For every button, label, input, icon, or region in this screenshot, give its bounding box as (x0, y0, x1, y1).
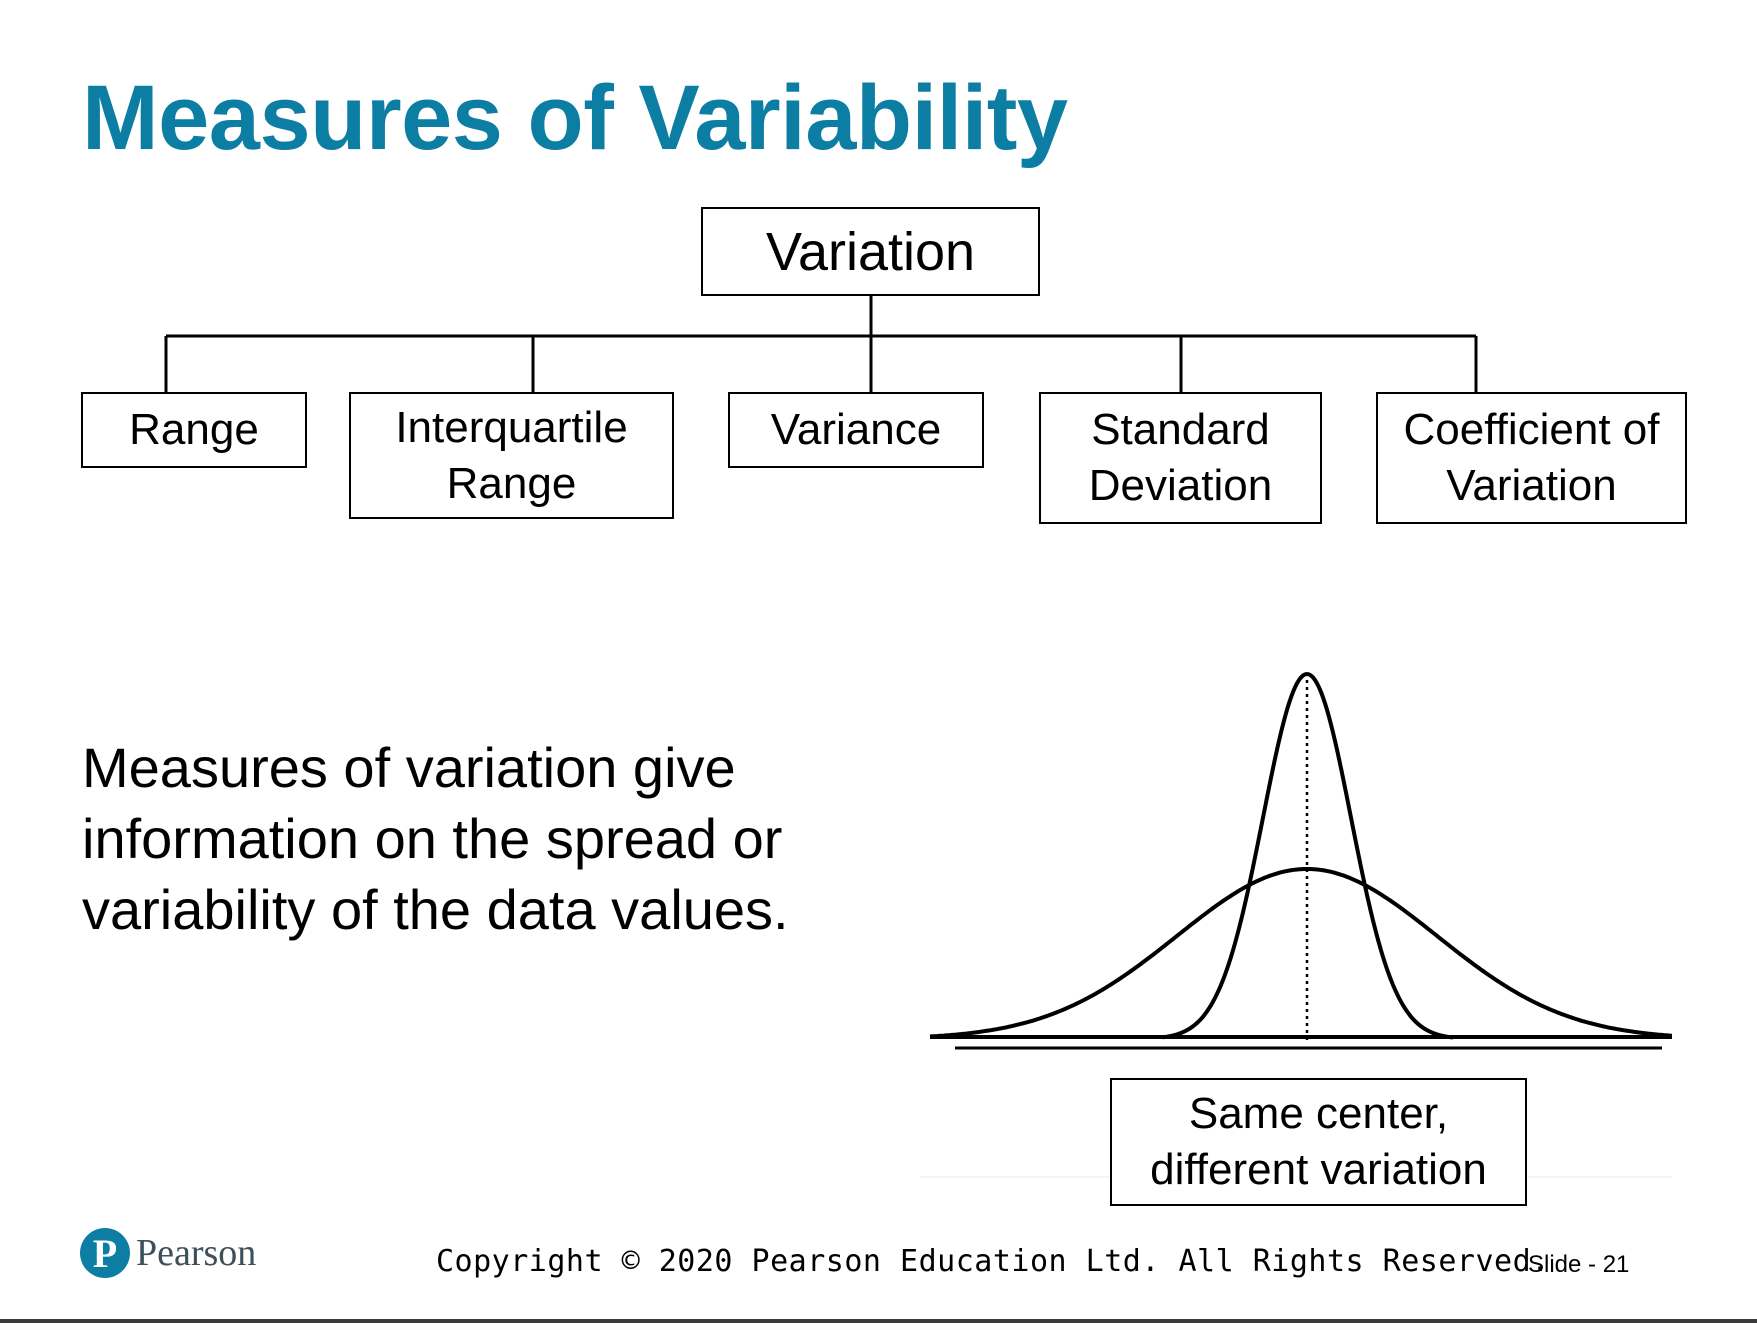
wide-bell-curve (929, 867, 1673, 1039)
caption-line-2: different variation (1150, 1145, 1487, 1194)
pearson-p-icon: P (80, 1228, 130, 1278)
diagram-node-coefficient-of-variation: Coefficient of Variation (1376, 392, 1687, 524)
node-label-line-2: Variation (1446, 461, 1617, 510)
logo-text: Pearson (136, 1232, 257, 1274)
pearson-logo: P Pearson (80, 1228, 256, 1278)
node-label-line-1: Interquartile (395, 402, 628, 452)
node-label: Range (129, 405, 259, 454)
illustration-caption: Same center, different variation (1110, 1078, 1527, 1206)
diagram-node-range: Range (81, 392, 307, 468)
caption-line-1: Same center, (1188, 1089, 1449, 1138)
body-text: Measures of variation give information o… (82, 736, 789, 941)
diagram-node-interquartile-range: Interquartile Range (349, 392, 674, 519)
bottom-border (0, 1319, 1757, 1323)
diagram-root-label: Variation (765, 221, 976, 282)
slide-number: Slide - 21 (1528, 1251, 1630, 1278)
diagram-node-standard-deviation: Standard Deviation (1039, 392, 1322, 524)
node-label-line-2: Deviation (1088, 461, 1273, 510)
diagram-root-box: Variation (701, 207, 1040, 296)
node-label-line-2: Range (446, 458, 577, 508)
narrow-bell-curve (1162, 671, 1454, 1040)
node-label: Variance (770, 405, 942, 454)
hierarchy-connectors (164, 296, 1478, 393)
node-label-line-1: Standard (1091, 405, 1270, 454)
slide-title: Measures of Variability (82, 67, 1068, 169)
node-label-line-1: Coefficient of (1403, 405, 1660, 454)
diagram-node-variance: Variance (728, 392, 984, 468)
copyright-text: Copyright © 2020 Pearson Education Ltd. … (436, 1244, 1550, 1279)
